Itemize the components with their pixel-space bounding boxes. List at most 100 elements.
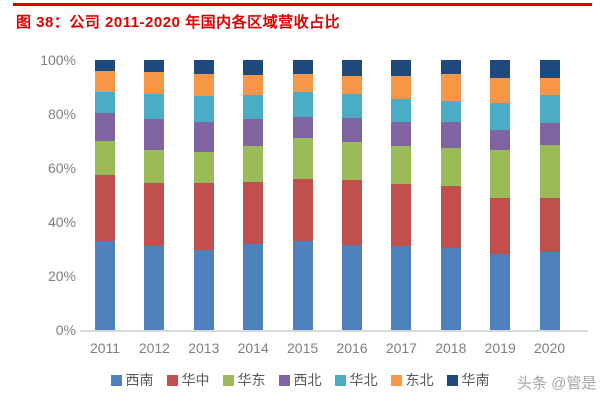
legend-label: 东北 — [405, 372, 434, 388]
segment-华东-2016 — [342, 142, 362, 181]
segment-华南-2019 — [490, 60, 511, 78]
stacked-bar-2012 — [144, 60, 165, 330]
segment-华北-2015 — [292, 92, 313, 117]
segment-西北-2019 — [490, 130, 511, 151]
legend-item-华北: 华北 — [334, 370, 378, 390]
legend-swatch-icon — [278, 374, 290, 386]
title-top-rule — [13, 3, 592, 6]
segment-西北-2013 — [193, 122, 214, 152]
segment-华东-2014 — [243, 146, 264, 182]
legend-swatch-icon — [110, 374, 122, 386]
segment-华中-2013 — [193, 182, 214, 251]
legend-label: 华北 — [349, 372, 378, 388]
segment-西南-2011 — [95, 240, 115, 330]
legend: 西南 华中 华东 西北 华北 东北 华南 — [0, 370, 600, 390]
segment-西北-2014 — [243, 119, 264, 147]
stacked-bar-2018 — [440, 60, 461, 330]
segment-西北-2011 — [95, 112, 115, 142]
legend-label: 华中 — [181, 372, 210, 388]
segment-华东-2011 — [95, 141, 115, 175]
legend-item-华中: 华中 — [166, 370, 210, 390]
segment-西南-2018 — [440, 247, 461, 330]
y-tick-60: 60% — [47, 160, 76, 176]
segment-华南-2015 — [292, 60, 313, 74]
segment-西北-2017 — [391, 122, 412, 147]
segment-华北-2017 — [391, 99, 412, 123]
x-tick-2014: 2014 — [237, 340, 269, 356]
legend-swatch-icon — [222, 374, 234, 386]
segment-西北-2016 — [342, 118, 362, 143]
stacked-bar-2015 — [292, 60, 313, 330]
stacked-bar-2011 — [95, 60, 115, 330]
segment-华北-2012 — [144, 93, 165, 120]
segment-西北-2018 — [440, 122, 461, 148]
segment-华南-2016 — [342, 60, 362, 77]
x-tick-2017: 2017 — [385, 340, 417, 356]
segment-东北-2013 — [193, 73, 214, 97]
stacked-bar-2020 — [539, 60, 560, 330]
segment-东北-2017 — [391, 76, 412, 100]
stacked-bar-2016 — [342, 60, 362, 330]
segment-华南-2017 — [391, 60, 412, 77]
segment-东北-2011 — [95, 70, 115, 93]
segment-东北-2018 — [440, 73, 461, 101]
segment-华东-2017 — [391, 146, 412, 185]
segment-东北-2019 — [490, 77, 511, 104]
legend-swatch-icon — [166, 374, 178, 386]
segment-华东-2019 — [490, 150, 511, 198]
segment-华东-2013 — [193, 151, 214, 183]
segment-东北-2012 — [144, 72, 165, 94]
segment-华东-2020 — [539, 145, 560, 198]
legend-label: 西南 — [125, 372, 154, 388]
segment-东北-2014 — [243, 74, 264, 96]
stacked-bar-2014 — [243, 60, 264, 330]
segment-华南-2018 — [440, 60, 461, 74]
legend-label: 华南 — [461, 372, 490, 388]
segment-华北-2019 — [490, 103, 511, 131]
segment-华南-2013 — [193, 60, 214, 74]
y-tick-80: 80% — [47, 106, 76, 122]
segment-华中-2019 — [490, 197, 511, 255]
segment-华北-2018 — [440, 100, 461, 123]
plot-area — [80, 60, 588, 332]
legend-swatch-icon — [446, 374, 458, 386]
segment-华北-2013 — [193, 96, 214, 123]
segment-西南-2014 — [243, 243, 264, 330]
segment-西北-2015 — [292, 116, 313, 139]
stacked-bar-2017 — [391, 60, 412, 330]
segment-华南-2012 — [144, 60, 165, 73]
figure-title: 图 38：公司 2011-2020 年国内各区域营收占比 — [16, 14, 341, 31]
segment-华中-2011 — [95, 174, 115, 241]
segment-华中-2020 — [539, 197, 560, 252]
segment-西南-2013 — [193, 250, 214, 330]
segment-华南-2011 — [95, 60, 115, 71]
segment-华东-2015 — [292, 138, 313, 179]
segment-华中-2017 — [391, 184, 412, 247]
legend-item-华东: 华东 — [222, 370, 266, 390]
segment-东北-2020 — [539, 77, 560, 96]
segment-华中-2012 — [144, 182, 165, 247]
legend-item-东北: 东北 — [390, 370, 434, 390]
segment-华南-2020 — [539, 60, 560, 78]
legend-label: 西北 — [293, 372, 322, 388]
x-tick-2011: 2011 — [89, 340, 121, 356]
segment-华北-2016 — [342, 93, 362, 119]
stacked-bar-2019 — [490, 60, 511, 330]
legend-label: 华东 — [237, 372, 266, 388]
segment-华北-2011 — [95, 92, 115, 113]
segment-华中-2014 — [243, 181, 264, 244]
stacked-bar-2013 — [193, 60, 214, 330]
legend-item-西北: 西北 — [278, 370, 322, 390]
legend-item-华南: 华南 — [446, 370, 490, 390]
watermark: 头条 @管是 — [517, 375, 597, 392]
segment-华中-2015 — [292, 178, 313, 241]
legend-swatch-icon — [334, 374, 346, 386]
x-tick-2013: 2013 — [188, 340, 220, 356]
segment-华南-2014 — [243, 60, 264, 75]
x-tick-2016: 2016 — [336, 340, 368, 356]
x-tick-2015: 2015 — [287, 340, 319, 356]
segment-华东-2018 — [440, 147, 461, 186]
y-tick-20: 20% — [47, 268, 76, 284]
segment-西南-2016 — [342, 244, 362, 330]
